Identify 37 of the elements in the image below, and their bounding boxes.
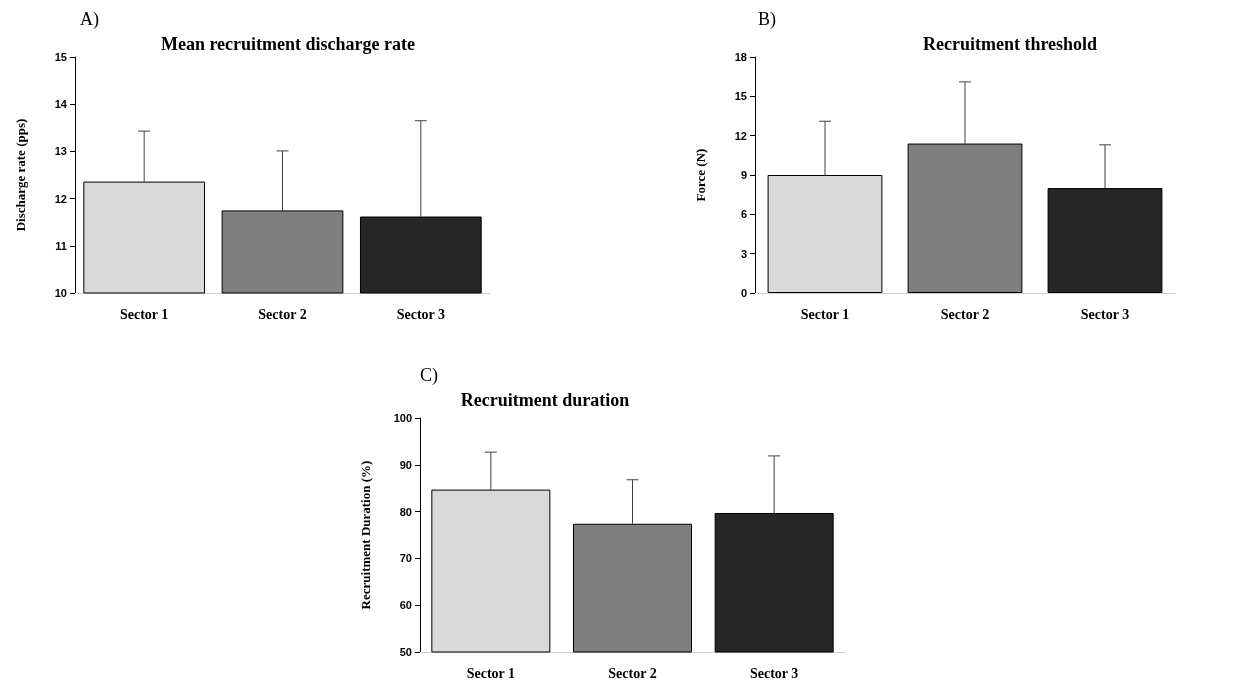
y-tick-label: 9 [740,169,747,181]
y-tick-label: 3 [740,247,747,260]
y-tick-label: 11 [55,239,67,252]
y-tick-label: 80 [399,505,412,518]
x-tick-label: Sector 1 [466,665,516,681]
x-tick-label: Sector 3 [1080,306,1130,322]
y-tick-label: 50 [399,646,412,658]
y-tick-label: 0 [740,287,747,299]
x-tick-label: Sector 2 [940,306,990,322]
text: B) [758,9,777,30]
x-tick-label: Sector 3 [396,306,446,322]
y-axis-title: Discharge rate (pps) [13,118,28,232]
y-tick-label: 14 [54,98,68,111]
y-tick-label: 6 [740,208,747,221]
y-tick-label: 15 [734,90,747,103]
y-tick-label: 12 [734,129,747,142]
y-tick-label: 70 [399,552,412,565]
x-tick-label: Sector 2 [608,665,657,681]
x-tick-label: Sector 3 [749,665,799,681]
y-axis-title: Force (N) [693,148,708,202]
chart-title: Mean recruitment discharge rate [160,34,416,54]
y-tick-label: 18 [734,51,747,63]
y-tick-label: 90 [399,458,412,471]
y-tick-label: 100 [393,412,412,424]
chart-title: Recruitment threshold [922,34,1098,54]
y-tick-label: 12 [54,192,67,205]
y-tick-label: 15 [54,51,67,63]
text: A) [80,9,99,30]
y-axis-title: Recruitment Duration (%) [358,460,373,610]
y-tick-label: 10 [54,287,67,299]
x-tick-label: Sector 1 [119,306,169,322]
y-tick-label: 60 [399,599,412,612]
x-tick-label: Sector 2 [258,306,307,322]
x-tick-label: Sector 1 [800,306,850,322]
y-tick-label: 13 [54,145,67,158]
text: C) [420,365,439,386]
chart-title: Recruitment duration [460,390,630,410]
